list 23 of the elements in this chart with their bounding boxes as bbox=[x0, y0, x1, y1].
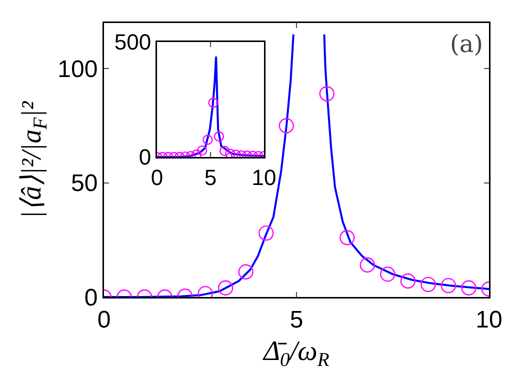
y-tick-label: 50 bbox=[70, 170, 98, 198]
point bbox=[400, 273, 416, 289]
y-tick-label: 0 bbox=[84, 284, 98, 312]
point bbox=[420, 276, 436, 292]
annotation: (a) bbox=[450, 30, 484, 58]
x-tick-label: 5 bbox=[204, 164, 217, 190]
point bbox=[360, 257, 376, 273]
point bbox=[380, 266, 396, 282]
point bbox=[461, 280, 476, 296]
y-tick-label: 100 bbox=[58, 56, 98, 84]
point bbox=[319, 86, 334, 102]
point bbox=[258, 225, 274, 241]
x-tick-label: 10 bbox=[252, 164, 276, 190]
point bbox=[238, 264, 254, 280]
point bbox=[218, 280, 234, 296]
x-tick-label: 5 bbox=[290, 306, 304, 334]
y-tick-label: 500 bbox=[114, 30, 152, 55]
point bbox=[278, 118, 294, 134]
point bbox=[440, 278, 456, 294]
x-axis-title: Δ̄$_{0}$/ω$_{R}$ bbox=[262, 336, 330, 372]
x-tick-label: 10 bbox=[476, 306, 502, 334]
point bbox=[340, 230, 355, 246]
line-series bbox=[157, 55, 264, 157]
